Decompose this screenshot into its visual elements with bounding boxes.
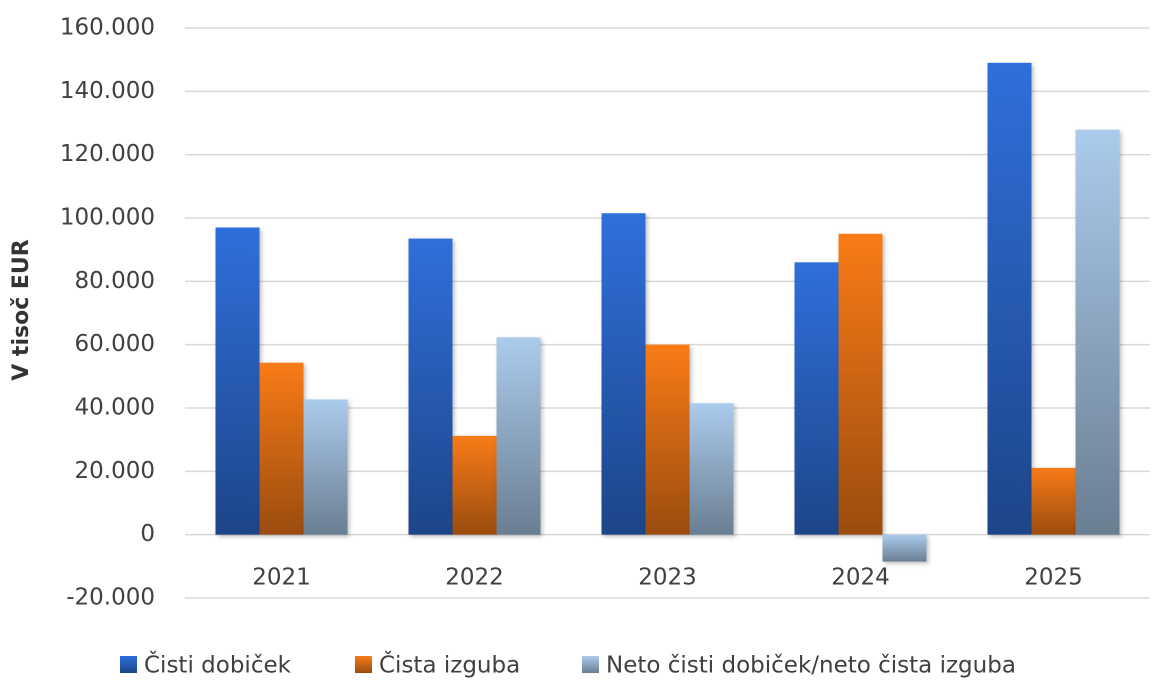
bar: [303, 399, 348, 535]
y-tick-label: 160.000: [60, 15, 155, 41]
bar: [601, 213, 646, 535]
y-tick-label: 20.000: [75, 458, 155, 484]
bar: [987, 62, 1032, 535]
legend-label: Čisti dobiček: [144, 651, 292, 679]
bar: [452, 435, 497, 535]
bar: [259, 362, 304, 535]
bar: [496, 337, 541, 535]
x-tick-label: 2024: [831, 565, 890, 591]
y-tick-label: 40.000: [75, 395, 155, 421]
x-tick-label: 2022: [445, 565, 504, 591]
x-tick-label: 2023: [638, 565, 697, 591]
y-tick-label: 100.000: [60, 205, 155, 231]
bar: [882, 534, 927, 562]
y-tick-label: -20.000: [66, 585, 155, 611]
bar: [794, 262, 839, 535]
y-tick-label: 140.000: [60, 78, 155, 104]
bar: [1031, 467, 1076, 535]
y-tick-label: 60.000: [75, 331, 155, 357]
bar: [408, 238, 453, 535]
y-tick-label: 80.000: [75, 268, 155, 294]
bar: [645, 344, 690, 535]
x-tick-label: 2021: [252, 565, 311, 591]
y-tick-label: 120.000: [60, 141, 155, 167]
bar: [838, 233, 883, 535]
legend-label: Neto čisti dobiček/neto čista izguba: [606, 653, 1016, 679]
legend-swatch: [355, 656, 372, 673]
y-axis-label: V tisoč EUR: [9, 239, 34, 381]
y-tick-label: 0: [140, 521, 155, 547]
legend-label: Čista izguba: [379, 651, 520, 679]
bar: [1075, 129, 1120, 535]
x-tick-label: 2025: [1024, 565, 1083, 591]
legend-swatch: [582, 656, 599, 673]
legend-swatch: [120, 656, 137, 673]
bar: [215, 227, 260, 535]
bar: [689, 403, 734, 535]
